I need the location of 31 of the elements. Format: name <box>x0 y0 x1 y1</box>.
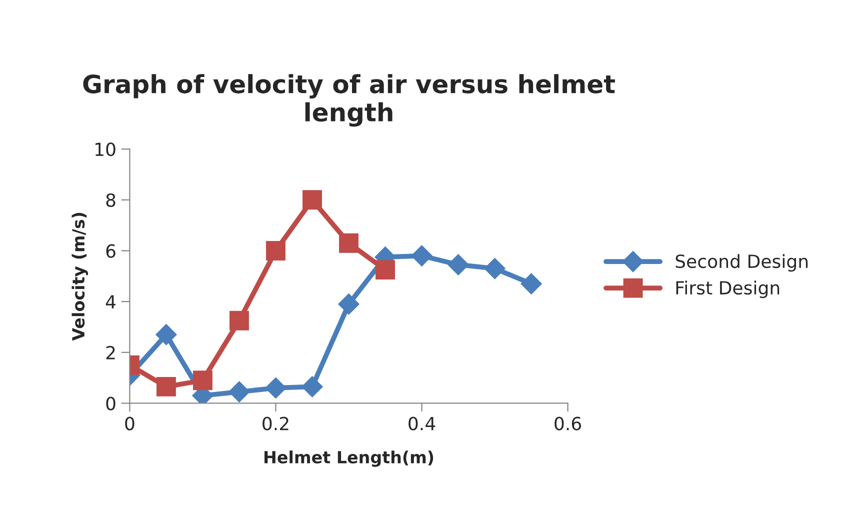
point <box>193 370 212 390</box>
y-tick-label: 0 <box>106 396 116 410</box>
y-tick-label: 6 <box>106 244 116 258</box>
y-tick-label: 2 <box>106 346 115 360</box>
point <box>411 245 432 266</box>
point <box>484 258 506 280</box>
point <box>265 377 286 398</box>
legend-label: First Design <box>676 280 780 298</box>
x-tick-label: 0.4 <box>408 416 436 430</box>
x-tick-label: 0 <box>125 416 134 430</box>
x-axis-title: Helmet Length(m) <box>264 450 434 467</box>
point <box>302 376 323 398</box>
point <box>520 273 542 294</box>
y-tick-label: 8 <box>106 193 116 208</box>
point <box>448 254 469 276</box>
point <box>230 310 249 330</box>
x-tick-label: 0.2 <box>262 416 288 430</box>
y-axis-title: Velocity (m/s) <box>72 212 88 341</box>
point <box>338 294 360 315</box>
legend-label: Second Design <box>676 254 808 272</box>
y-tick-label: 4 <box>106 295 116 308</box>
point <box>156 324 177 346</box>
y-tick-label: 10 <box>96 142 116 156</box>
x-tick-label: 0.6 <box>554 416 582 430</box>
point <box>302 190 322 210</box>
point <box>228 381 250 402</box>
point <box>266 241 286 260</box>
point <box>339 233 358 253</box>
chart-title: Graph of velocity of air versus helmet length <box>83 74 615 127</box>
point <box>156 376 176 396</box>
point <box>376 260 395 280</box>
